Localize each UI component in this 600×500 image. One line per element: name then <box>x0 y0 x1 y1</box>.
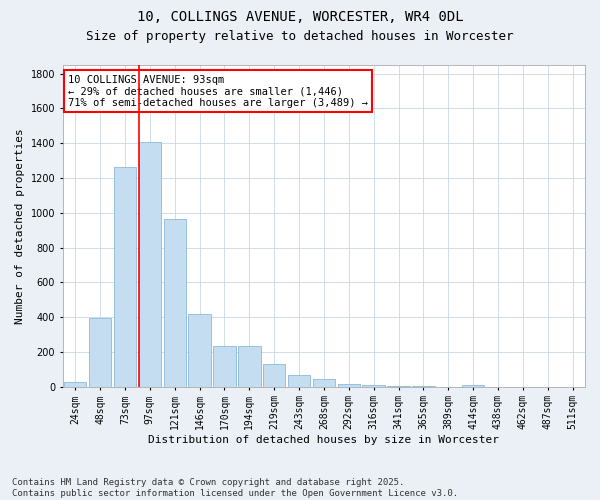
Text: Contains HM Land Registry data © Crown copyright and database right 2025.
Contai: Contains HM Land Registry data © Crown c… <box>12 478 458 498</box>
Bar <box>188 314 211 386</box>
Text: 10, COLLINGS AVENUE, WORCESTER, WR4 0DL: 10, COLLINGS AVENUE, WORCESTER, WR4 0DL <box>137 10 463 24</box>
Bar <box>313 378 335 386</box>
Bar <box>139 142 161 386</box>
Bar <box>89 318 112 386</box>
Bar <box>213 346 236 387</box>
Bar <box>164 219 186 386</box>
Text: 10 COLLINGS AVENUE: 93sqm
← 29% of detached houses are smaller (1,446)
71% of se: 10 COLLINGS AVENUE: 93sqm ← 29% of detac… <box>68 74 368 108</box>
Bar <box>338 384 360 386</box>
Bar <box>64 382 86 386</box>
X-axis label: Distribution of detached houses by size in Worcester: Distribution of detached houses by size … <box>148 435 499 445</box>
Bar <box>462 385 484 386</box>
Y-axis label: Number of detached properties: Number of detached properties <box>15 128 25 324</box>
Bar <box>114 166 136 386</box>
Bar <box>288 376 310 386</box>
Bar <box>362 385 385 386</box>
Bar <box>238 346 260 387</box>
Text: Size of property relative to detached houses in Worcester: Size of property relative to detached ho… <box>86 30 514 43</box>
Bar <box>263 364 286 386</box>
